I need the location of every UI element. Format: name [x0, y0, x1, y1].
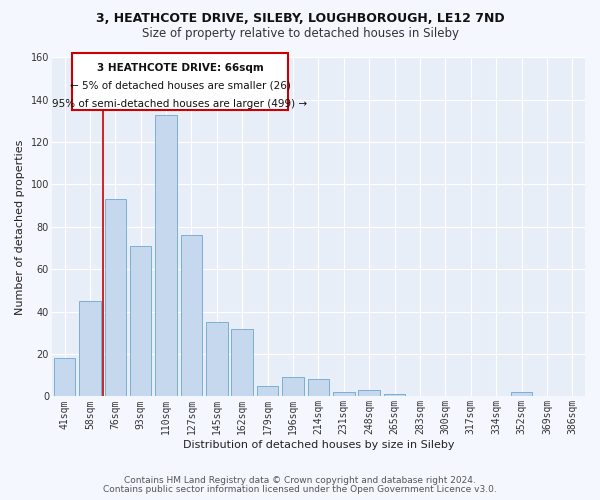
Bar	[130, 246, 151, 396]
Text: Size of property relative to detached houses in Sileby: Size of property relative to detached ho…	[142, 28, 458, 40]
X-axis label: Distribution of detached houses by size in Sileby: Distribution of detached houses by size …	[182, 440, 454, 450]
Text: Contains HM Land Registry data © Crown copyright and database right 2024.: Contains HM Land Registry data © Crown c…	[124, 476, 476, 485]
Bar	[206, 322, 227, 396]
Text: Contains public sector information licensed under the Open Government Licence v3: Contains public sector information licen…	[103, 485, 497, 494]
Bar	[232, 328, 253, 396]
Text: 95% of semi-detached houses are larger (499) →: 95% of semi-detached houses are larger (…	[52, 98, 308, 108]
Bar	[257, 386, 278, 396]
Text: 3, HEATHCOTE DRIVE, SILEBY, LOUGHBOROUGH, LE12 7ND: 3, HEATHCOTE DRIVE, SILEBY, LOUGHBOROUGH…	[95, 12, 505, 26]
Bar	[181, 236, 202, 396]
Bar	[54, 358, 76, 397]
Bar	[511, 392, 532, 396]
Bar	[308, 380, 329, 396]
Bar	[384, 394, 406, 396]
Text: ← 5% of detached houses are smaller (26): ← 5% of detached houses are smaller (26)	[70, 80, 290, 90]
Y-axis label: Number of detached properties: Number of detached properties	[15, 139, 25, 314]
FancyBboxPatch shape	[72, 53, 288, 110]
Bar	[282, 378, 304, 396]
Bar	[358, 390, 380, 396]
Bar	[79, 301, 101, 396]
Bar	[104, 200, 126, 396]
Bar	[333, 392, 355, 396]
Text: 3 HEATHCOTE DRIVE: 66sqm: 3 HEATHCOTE DRIVE: 66sqm	[97, 62, 263, 72]
Bar	[155, 114, 177, 396]
